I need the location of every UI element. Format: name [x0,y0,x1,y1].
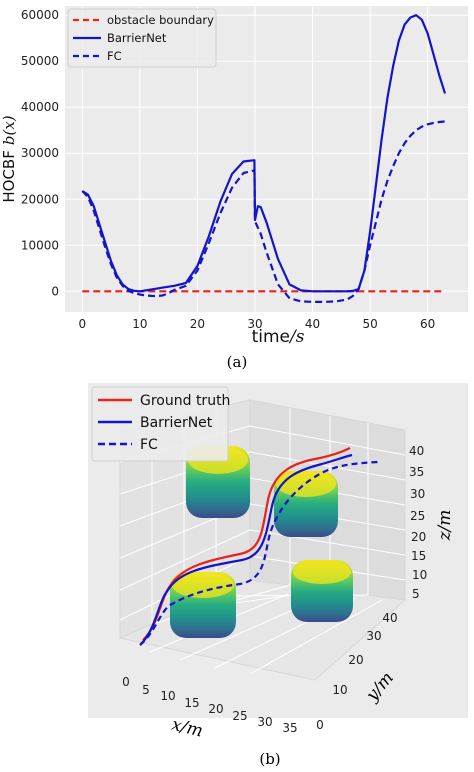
x-tick-label: 5 [142,683,150,697]
chart-a-y-label-math: b(x) [0,115,18,145]
z-tick-label: 40 [409,444,424,458]
trajectory-barriernet [139,453,353,646]
x-tick-label: 30 [247,317,262,331]
x-tick-label: 10 [132,317,147,331]
x-tick-label: 0 [122,675,130,689]
x-tick-label: 40 [305,317,320,331]
chart-a-legend: obstacle boundary BarrierNet FC [67,8,217,68]
y-tick-label: 40000 [21,100,59,114]
y-tick-label: 10 [332,683,347,697]
chart-a: 0 10 20 30 40 50 60 0 10000 20000 30000 40000 50000… [0,6,468,347]
chart-a-y-ticks: 0 10000 20000 30000 40000 50000 60000 [21,8,59,298]
x-tick-label: 60 [420,317,435,331]
y-tick-label: 50000 [21,54,59,68]
obstacle-3 [170,572,236,638]
chart-b: 0 5 10 15 20 25 30 35 0 10 20 30 40 5 10… [88,383,468,742]
chart-a-y-label: HOCBF b(x) [0,115,18,202]
chart-a-x-label: time/s [252,327,305,347]
x-tick-label: 25 [232,709,247,723]
y-tick-label: 20000 [21,192,59,206]
chart-b-legend: Ground truth BarrierNet FC [91,386,230,462]
x-tick-label: 35 [282,721,297,735]
y-tick-label: 0 [51,284,59,298]
legend-a-label-barriernet: BarrierNet [107,31,167,45]
y-tick-label: 60000 [21,8,59,22]
chart-a-x-label-unit: /s [288,327,305,347]
y-tick-label: 0 [316,718,324,732]
chart-b-legend-box [91,386,229,462]
chart-a-x-ticks: 0 10 20 30 40 50 60 [78,317,435,331]
chart-b-z-label: z/m [435,510,455,542]
legend-b-label-fc: FC [140,437,158,453]
legend-b-label-ground-truth: Ground truth [140,393,230,409]
x-tick-label: 0 [78,317,86,331]
z-tick-label: 10 [412,568,427,582]
legend-a-label-obstacle: obstacle boundary [107,13,214,27]
chart-b-x-ticks: 0 5 10 15 20 25 30 35 [122,675,297,735]
legend-a-label-fc: FC [107,49,122,63]
y-tick-label: 30000 [21,146,59,160]
series-line-barriernet [81,14,447,293]
x-tick-label: 15 [184,696,199,710]
chart-b-y-ticks: 0 10 20 30 40 [316,611,397,732]
chart-a-legend-box [67,8,217,68]
caption-a: (a) [227,353,248,371]
obstacle-2 [274,471,338,537]
z-tick-label: 35 [409,465,424,479]
z-tick-label: 20 [411,530,426,544]
z-tick-label: 25 [410,509,425,523]
chart-b-x-label: x/m [170,715,205,742]
x-tick-label: 20 [190,317,205,331]
chart-a-series [81,14,447,303]
legend-b-label-barriernet: BarrierNet [140,415,213,431]
z-tick-label: 15 [411,549,426,563]
caption-b: (b) [259,750,280,768]
y-tick-label: 20 [348,653,363,667]
x-tick-label: 50 [362,317,377,331]
x-tick-label: 10 [160,689,175,703]
chart-b-z-ticks: 5 10 15 20 25 30 35 40 [409,444,427,601]
y-tick-label: 10000 [21,238,59,252]
chart-a-x-label-text: time [252,327,290,347]
series-line-fc [81,120,446,303]
y-tick-label: 40 [382,611,397,625]
trajectory-fc [139,460,379,646]
obstacle-4 [291,560,353,622]
z-tick-label: 30 [410,487,425,501]
x-tick-label: 30 [257,715,272,729]
y-tick-label: 30 [366,629,381,643]
chart-a-y-label-text: HOCBF [0,150,18,202]
x-tick-label: 20 [208,702,223,716]
z-tick-label: 5 [412,587,420,601]
